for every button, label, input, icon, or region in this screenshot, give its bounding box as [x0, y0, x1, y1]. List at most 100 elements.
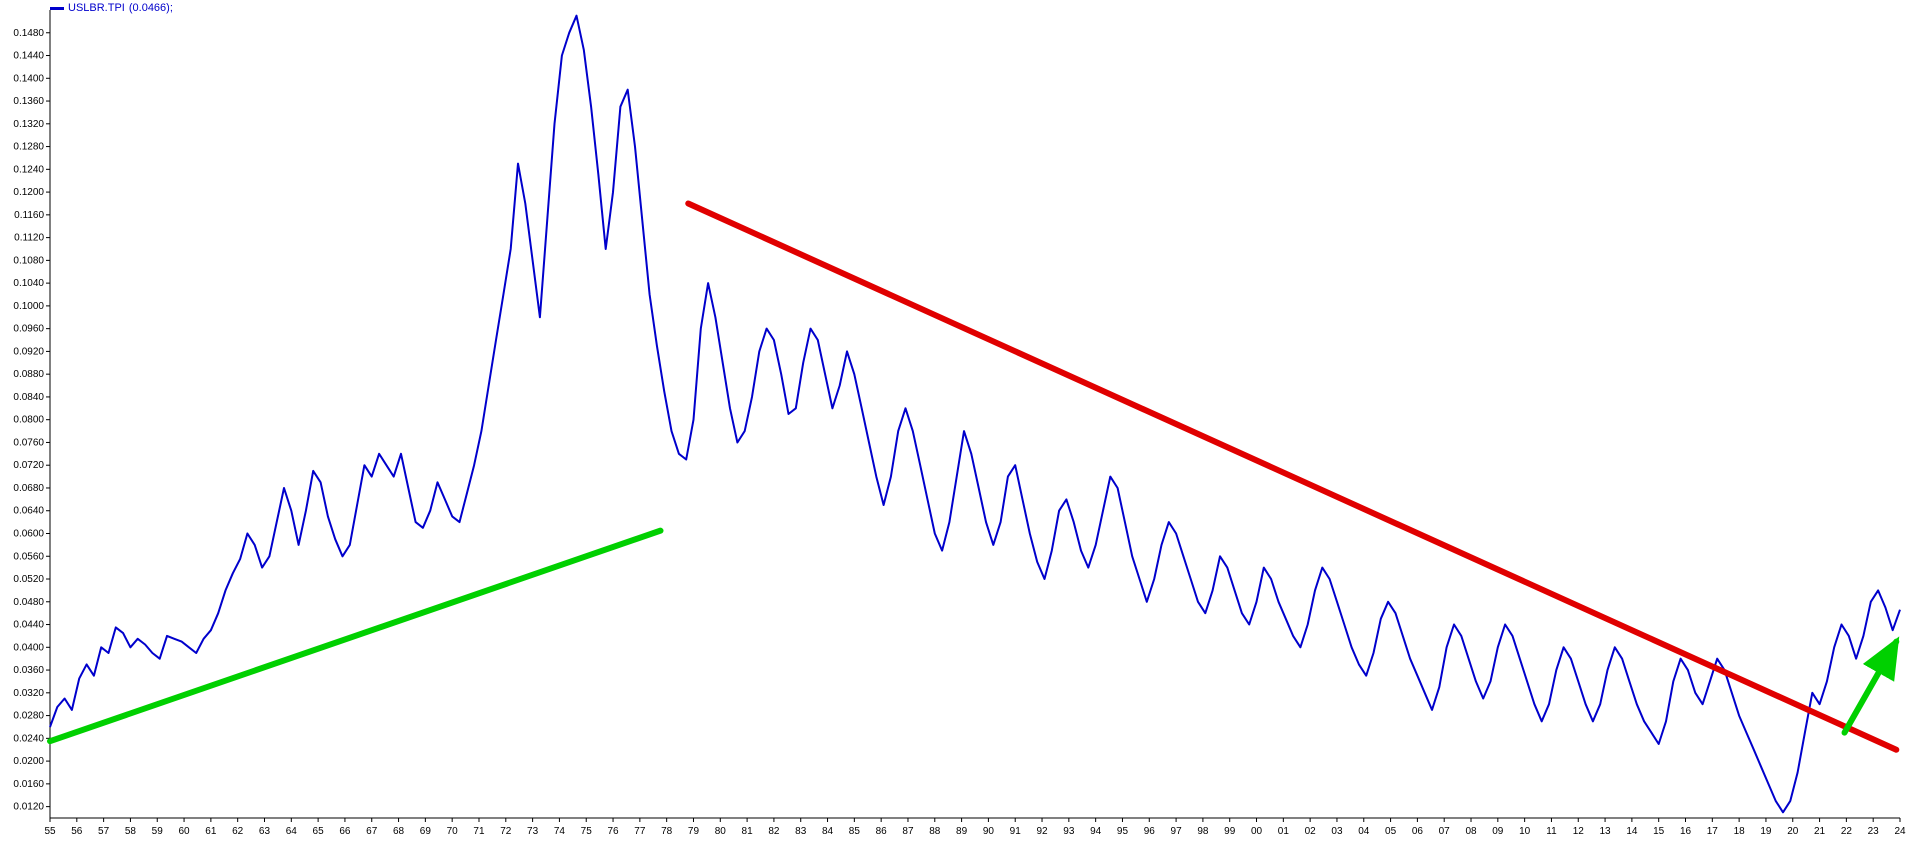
x-tick-label: 11	[1546, 826, 1557, 837]
y-tick-label: 0.0320	[13, 688, 44, 699]
legend-swatch	[50, 7, 64, 10]
x-tick-label: 06	[1412, 826, 1424, 837]
x-tick-label: 69	[420, 826, 432, 837]
x-tick-label: 80	[715, 826, 727, 837]
x-tick-label: 96	[1144, 826, 1156, 837]
x-tick-label: 58	[125, 826, 137, 837]
y-tick-label: 0.0960	[13, 324, 44, 335]
x-tick-label: 07	[1439, 826, 1451, 837]
x-tick-label: 15	[1653, 826, 1665, 837]
x-tick-label: 65	[313, 826, 325, 837]
x-tick-label: 67	[366, 826, 378, 837]
x-tick-label: 09	[1492, 826, 1504, 837]
y-tick-label: 0.1360	[13, 96, 44, 107]
y-tick-label: 0.1280	[13, 142, 44, 153]
y-tick-label: 0.0600	[13, 528, 44, 539]
x-tick-label: 14	[1626, 826, 1638, 837]
y-tick-label: 0.0640	[13, 506, 44, 517]
x-tick-label: 92	[1036, 826, 1048, 837]
x-tick-label: 78	[661, 826, 673, 837]
y-tick-label: 0.0720	[13, 460, 44, 471]
series-name: USLBR.TPI	[68, 2, 125, 14]
y-tick-label: 0.0440	[13, 620, 44, 631]
y-tick-label: 0.1480	[13, 28, 44, 39]
x-tick-label: 62	[232, 826, 244, 837]
y-tick-label: 0.0680	[13, 483, 44, 494]
uptrend-right-arrow	[1845, 642, 1897, 733]
x-tick-label: 55	[44, 826, 56, 837]
y-tick-label: 0.0520	[13, 574, 44, 585]
x-tick-label: 98	[1197, 826, 1209, 837]
x-tick-label: 70	[447, 826, 459, 837]
y-tick-label: 0.0200	[13, 756, 44, 767]
x-tick-label: 24	[1894, 826, 1906, 837]
x-tick-label: 83	[795, 826, 807, 837]
x-tick-label: 57	[98, 826, 110, 837]
y-tick-label: 0.0760	[13, 437, 44, 448]
x-tick-label: 56	[71, 826, 83, 837]
x-tick-label: 68	[393, 826, 405, 837]
x-tick-label: 63	[259, 826, 271, 837]
x-tick-label: 19	[1760, 826, 1772, 837]
x-tick-label: 77	[634, 826, 646, 837]
y-tick-label: 0.0840	[13, 392, 44, 403]
x-tick-label: 88	[929, 826, 941, 837]
x-tick-label: 91	[1010, 826, 1022, 837]
y-tick-label: 0.1000	[13, 301, 44, 312]
x-tick-label: 20	[1787, 826, 1799, 837]
y-tick-label: 0.0240	[13, 733, 44, 744]
series-line	[50, 16, 1900, 813]
x-tick-label: 82	[768, 826, 780, 837]
y-tick-label: 0.1440	[13, 51, 44, 62]
x-tick-label: 18	[1734, 826, 1746, 837]
x-tick-label: 90	[983, 826, 995, 837]
x-tick-label: 79	[688, 826, 700, 837]
uptrend-left	[50, 531, 661, 742]
x-tick-label: 17	[1707, 826, 1719, 837]
chart-container: USLBR.TPI (0.0466); 0.01200.01600.02000.…	[0, 0, 1907, 842]
x-tick-label: 64	[286, 826, 298, 837]
x-tick-label: 13	[1600, 826, 1612, 837]
x-tick-label: 23	[1868, 826, 1880, 837]
series-value: (0.0466);	[129, 2, 173, 14]
x-tick-label: 22	[1841, 826, 1853, 837]
x-tick-label: 10	[1519, 826, 1531, 837]
x-tick-label: 12	[1573, 826, 1585, 837]
x-tick-label: 74	[554, 826, 566, 837]
x-tick-label: 99	[1224, 826, 1236, 837]
y-tick-label: 0.0160	[13, 779, 44, 790]
y-tick-label: 0.1200	[13, 187, 44, 198]
y-tick-label: 0.1240	[13, 164, 44, 175]
y-tick-label: 0.1160	[14, 210, 44, 221]
y-tick-label: 0.0880	[13, 369, 44, 380]
x-tick-label: 04	[1358, 826, 1370, 837]
y-tick-label: 0.1320	[13, 119, 44, 130]
x-tick-label: 76	[607, 826, 619, 837]
x-tick-label: 60	[178, 826, 190, 837]
y-tick-label: 0.1040	[13, 278, 44, 289]
x-tick-label: 93	[1063, 826, 1075, 837]
y-tick-label: 0.0560	[13, 551, 44, 562]
x-tick-label: 81	[742, 826, 754, 837]
x-tick-label: 75	[581, 826, 593, 837]
x-tick-label: 72	[500, 826, 512, 837]
x-tick-label: 00	[1251, 826, 1263, 837]
x-tick-label: 85	[849, 826, 861, 837]
x-tick-label: 86	[876, 826, 888, 837]
x-tick-label: 21	[1814, 826, 1826, 837]
y-tick-label: 0.0360	[13, 665, 44, 676]
x-tick-label: 66	[339, 826, 351, 837]
x-tick-label: 87	[902, 826, 914, 837]
chart-svg: 0.01200.01600.02000.02400.02800.03200.03…	[0, 0, 1907, 842]
x-tick-label: 16	[1680, 826, 1692, 837]
downtrend-red	[688, 203, 1896, 749]
x-tick-label: 73	[527, 826, 539, 837]
x-tick-label: 03	[1331, 826, 1343, 837]
x-tick-label: 97	[1171, 826, 1183, 837]
x-tick-label: 05	[1385, 826, 1397, 837]
y-tick-label: 0.0280	[13, 711, 44, 722]
x-tick-label: 59	[152, 826, 164, 837]
y-tick-label: 0.0800	[13, 415, 44, 426]
y-tick-label: 0.1120	[14, 233, 44, 244]
series-legend: USLBR.TPI (0.0466);	[50, 2, 173, 14]
